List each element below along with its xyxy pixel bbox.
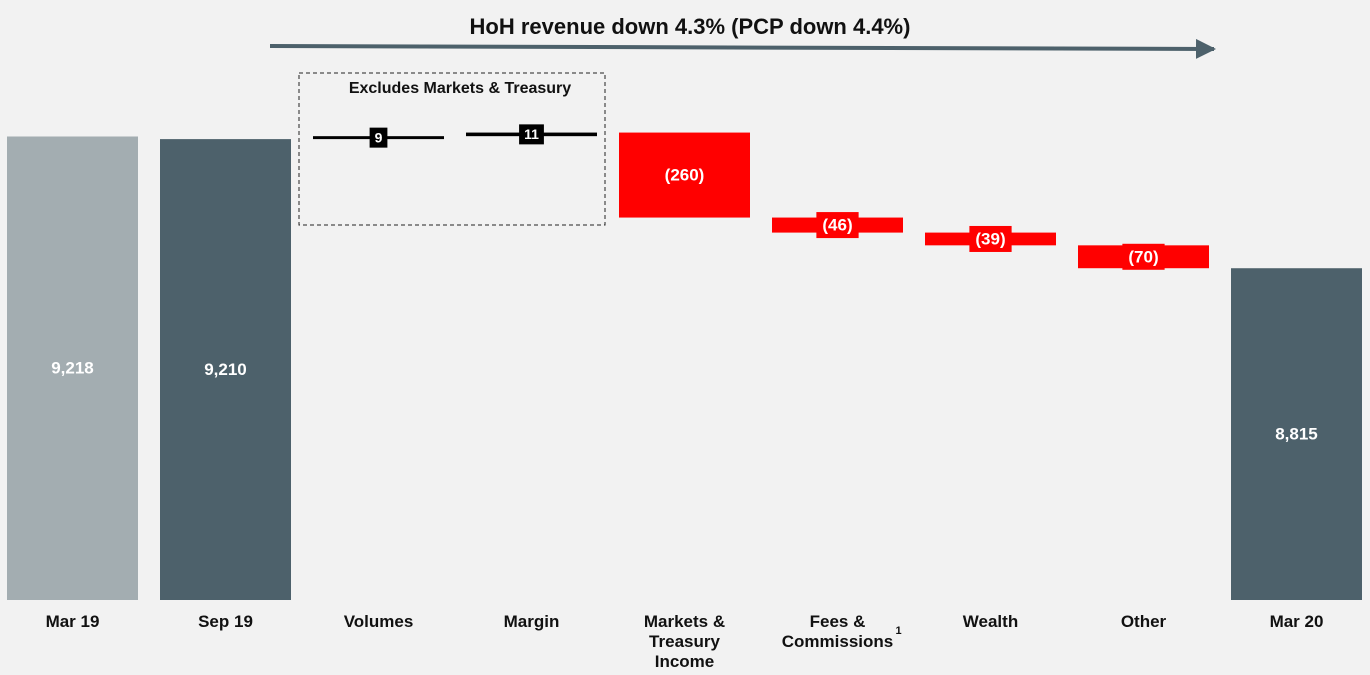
- value-label: (39): [975, 229, 1005, 248]
- bar: [7, 136, 138, 600]
- x-tick-label: Wealth: [962, 612, 1019, 631]
- bar: [1231, 268, 1362, 600]
- value-label: 9,210: [204, 360, 247, 379]
- value-label: 8,815: [1275, 425, 1318, 444]
- label-box: [1122, 243, 1165, 270]
- value-label: 11: [524, 126, 539, 142]
- bar: [619, 132, 750, 218]
- value-label: (70): [1128, 247, 1158, 266]
- trend-arrow: [269, 38, 1216, 59]
- x-tick-label: Fees & Commissions: [781, 612, 894, 651]
- value-label: (46): [822, 216, 852, 235]
- x-tick-label: Mar 19: [45, 612, 100, 631]
- x-tick-label: Other: [1120, 612, 1167, 631]
- value-label: 9,218: [51, 359, 94, 378]
- value-label: 9: [375, 129, 383, 145]
- bar: [160, 139, 291, 600]
- x-tick-label: Volumes: [343, 612, 414, 631]
- label-box: [369, 127, 388, 148]
- x-tick-label: Sep 19: [198, 612, 253, 631]
- x-tick-label: Markets & Treasury Income: [643, 612, 726, 671]
- x-tick-label: Mar 20: [1269, 612, 1324, 631]
- annotation: Excludes Markets & Treasury: [349, 80, 571, 97]
- exclusion-box: [298, 72, 606, 226]
- chart-title: HoH revenue down 4.3% (PCP down 4.4%): [470, 14, 911, 39]
- x-tick-label: Margin: [503, 612, 560, 631]
- label-box: [816, 212, 859, 239]
- label-box: [519, 124, 544, 145]
- footnote-mark: 1: [895, 625, 902, 637]
- value-label: (260): [665, 166, 705, 185]
- label-box: [969, 225, 1012, 252]
